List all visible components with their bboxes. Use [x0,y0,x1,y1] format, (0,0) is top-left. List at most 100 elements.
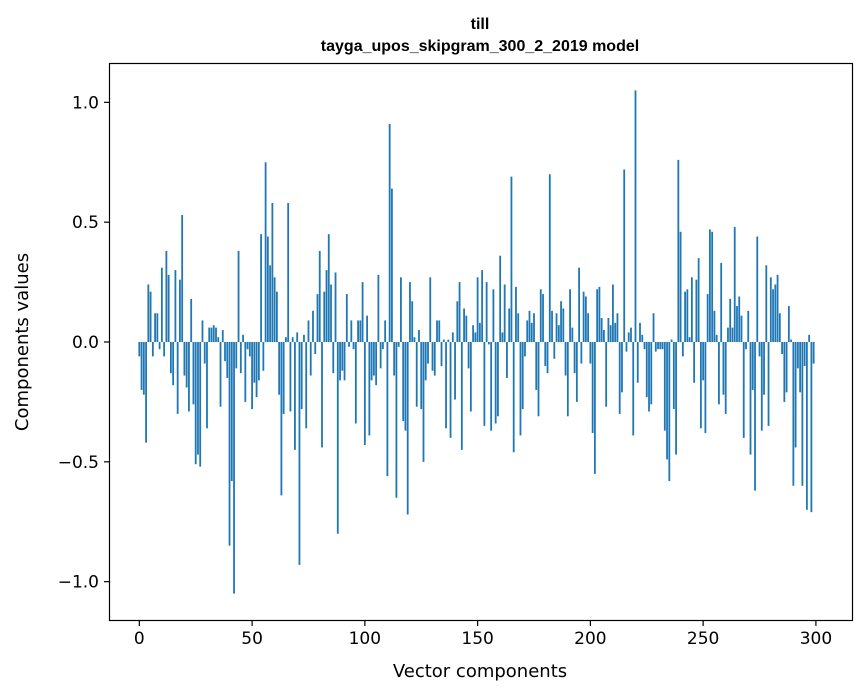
bar [607,318,610,342]
bar [754,342,756,491]
bar [149,291,152,342]
bar [174,270,177,342]
bar [318,250,321,342]
bar [803,342,806,366]
bar [530,322,533,342]
bar [805,342,808,510]
bar [418,330,420,342]
bar [745,342,747,350]
bar [537,342,540,417]
bar [812,342,815,364]
bar [343,342,346,381]
bar [675,342,677,455]
bar [422,342,425,462]
bar [282,342,285,414]
bar [354,342,357,424]
bar [724,342,727,414]
bar [580,342,583,364]
bar [314,342,317,354]
bar [246,342,249,350]
bar [321,342,323,448]
bar [415,342,418,407]
bar [280,342,283,496]
bar [555,313,558,342]
bar [630,327,632,342]
bar [634,90,637,342]
y-axis-label: Components values [12,253,33,431]
bar [569,289,571,342]
bar [686,289,689,342]
bar [264,162,267,342]
bar [210,327,213,342]
bar [275,291,278,342]
bar [339,342,341,381]
bar [257,342,260,381]
bar [639,322,641,342]
bar [627,332,630,342]
bar [801,342,804,486]
bar [167,274,170,342]
bar [352,342,355,350]
bar [228,342,231,546]
bar [215,327,217,342]
bar [772,289,774,342]
bar [237,250,240,342]
bar [625,342,628,352]
bar [219,342,222,407]
bar [235,342,238,369]
bar [372,342,375,376]
bar [388,123,391,342]
bar [379,342,382,369]
bar [269,265,272,342]
bar [303,334,305,342]
bar [370,342,373,381]
bar [593,342,596,474]
bar [266,236,269,342]
bar [262,342,265,371]
bar [720,262,723,342]
bar [794,342,797,448]
bar [702,342,705,381]
bars-group [138,90,815,594]
bar [151,342,154,357]
bar [377,274,380,342]
bar [404,342,407,431]
bar [406,342,409,515]
bar [361,282,364,342]
bar [442,339,445,342]
bar [643,342,646,350]
bar [517,313,520,342]
bar [578,267,580,342]
bar [690,277,693,342]
bar [546,342,549,374]
bar [397,342,400,347]
bar [345,294,348,342]
bar [709,229,711,342]
bar [147,284,150,342]
x-tick-label: 300 [800,629,832,649]
bar [433,342,436,376]
bar [409,282,411,342]
bar [163,342,166,357]
bar [603,330,605,342]
bar [783,342,786,402]
bar [285,337,287,342]
bar [519,342,522,436]
bar [312,310,314,342]
bar [420,342,423,410]
bar [758,342,761,357]
bar [551,310,553,342]
bar [179,279,181,342]
bar [395,342,398,498]
x-axis-label: Vector components [393,661,567,682]
bar [203,342,206,364]
bar [402,342,405,422]
x-tick-label: 100 [349,629,381,649]
bar [618,342,621,414]
bar [490,342,493,431]
bar [309,342,312,376]
bar [330,284,332,342]
bar [217,337,220,342]
bar [553,342,556,359]
bar [472,325,474,342]
